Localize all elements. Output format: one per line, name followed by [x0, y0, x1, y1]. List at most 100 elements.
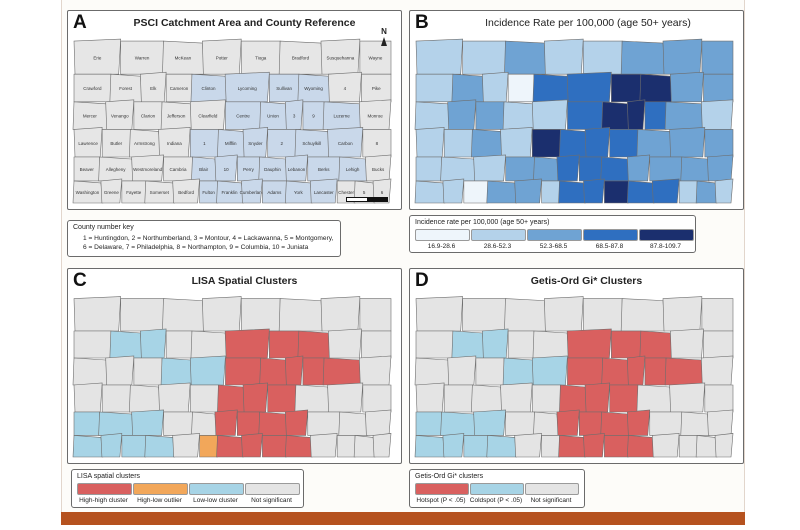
incidence-legend-label: 52.3-68.5	[539, 243, 568, 250]
county-butler-shape	[443, 384, 473, 413]
county-label: Indiana	[167, 141, 182, 146]
incidence-legend-swatch	[471, 229, 526, 241]
county-clarion-shape	[475, 357, 505, 386]
county-label: Lehigh	[346, 167, 360, 172]
county-bradford-shape	[620, 40, 666, 75]
county-label: Venango	[111, 114, 129, 119]
county-huntingdon-shape	[531, 129, 561, 158]
county-adams-shape	[604, 435, 629, 458]
county-wyoming-shape	[297, 330, 331, 359]
county-somerset-shape	[486, 435, 518, 458]
county-clinton-shape	[532, 73, 570, 103]
county-wayne-shape	[701, 298, 734, 332]
county-label: Tioga	[255, 56, 267, 61]
county-susquehanna-shape	[662, 38, 703, 75]
county-mckean-shape	[504, 298, 547, 332]
county-label: Schuylkill	[302, 141, 321, 146]
county-sullivan-shape	[611, 330, 642, 359]
county-blair-shape	[191, 411, 218, 436]
county-label: Luzerne	[334, 114, 351, 119]
panel-a: Erie Warren McKean Potter Tioga Bradford Susqu…	[67, 10, 402, 210]
county-somerset-shape	[486, 180, 518, 204]
county-montour-shape	[285, 99, 304, 130]
county-wyoming-shape	[639, 330, 673, 359]
county-jefferson-shape	[502, 357, 535, 386]
county-huntingdon-shape	[531, 384, 561, 413]
county-warren-shape	[120, 298, 164, 332]
county-chester-shape	[336, 435, 356, 458]
panel-d-letter: D	[415, 270, 429, 291]
county-fayette-shape	[463, 435, 489, 458]
county-clarion-shape	[133, 357, 163, 386]
county-label: 9	[312, 114, 315, 119]
county-clearfield-shape	[189, 99, 226, 130]
county-label: Cumberland	[240, 190, 265, 195]
county-forest-shape	[109, 330, 143, 359]
county-label: Mercer	[83, 114, 98, 119]
county-lycoming-shape	[224, 71, 270, 103]
county-tioga-shape	[582, 298, 623, 332]
county-bucks-shape	[707, 409, 734, 436]
county-allegheny-shape	[440, 156, 476, 182]
county-label: York	[294, 190, 304, 195]
county-label: Berks	[318, 167, 330, 172]
incidence-legend-swatch	[639, 229, 694, 241]
county-carbon-shape	[327, 127, 364, 158]
panel-c-title: LISA Spatial Clusters	[128, 275, 361, 287]
county-monroe-shape	[700, 99, 734, 130]
county-columbia-shape	[644, 101, 667, 130]
lisa-legend-label: Low-low cluster	[193, 497, 238, 504]
county-lebanon-shape	[285, 154, 309, 182]
county-potter-shape	[544, 296, 584, 332]
panel-a-title: PSCI Catchment Area and County Reference	[128, 17, 361, 29]
county-westmoreland-shape	[131, 409, 164, 436]
county-perry-shape	[579, 156, 603, 182]
county-label: Wyoming	[304, 86, 323, 91]
county-cameron-shape	[165, 330, 193, 359]
county-clinton-shape	[532, 330, 570, 359]
lisa-map	[72, 296, 392, 458]
county-jefferson-shape	[502, 101, 535, 130]
county-northumberland-shape	[609, 384, 639, 413]
county-mifflin-shape	[217, 384, 246, 413]
county-susquehanna-shape	[320, 296, 361, 332]
county-label: Washington	[76, 190, 100, 195]
county-cambria-shape	[505, 411, 535, 436]
county-label: Susquehanna	[327, 56, 355, 61]
county-label: Erie	[93, 56, 101, 61]
county-label: Armstrong	[134, 141, 155, 146]
county-mifflin-shape	[559, 384, 588, 413]
county-label: Sullivan	[276, 86, 292, 91]
county-beaver-shape	[73, 411, 100, 436]
county-label: Perry	[243, 167, 255, 172]
county-montgomery-shape	[695, 180, 718, 204]
county-label: Fayette	[126, 190, 142, 195]
county-delaware-shape	[714, 178, 734, 204]
county-juniata-shape	[214, 409, 238, 436]
county-crawford-shape	[415, 73, 454, 103]
county-number-key: County number key 1 = Huntingdon, 2 = No…	[67, 220, 341, 257]
county-lebanon-shape	[627, 154, 651, 182]
county-juniata-shape	[214, 154, 238, 182]
county-lycoming-shape	[566, 71, 612, 103]
county-elk-shape	[140, 328, 167, 359]
county-dauphin-shape	[258, 411, 288, 436]
county-greene-shape	[442, 178, 465, 204]
county-northampton-shape	[704, 384, 734, 413]
county-label: 3	[293, 114, 296, 119]
county-schuylkill-shape	[636, 129, 672, 158]
county-franklin-shape	[216, 435, 244, 458]
county-snyder-shape	[584, 382, 611, 413]
county-adams-shape	[262, 435, 287, 458]
county-schuylkill-shape	[294, 384, 330, 413]
county-fulton-shape	[541, 180, 560, 204]
county-venango-shape	[447, 355, 477, 386]
county-label: Wayne	[369, 56, 383, 61]
county-luzerne-shape	[664, 357, 704, 386]
county-key-title: County number key	[73, 224, 134, 231]
county-montour-shape	[627, 355, 646, 386]
county-label: Greene	[104, 190, 120, 195]
county-label: Franklin	[222, 190, 239, 195]
county-mercer-shape	[414, 101, 451, 130]
county-pike-shape	[703, 330, 734, 359]
